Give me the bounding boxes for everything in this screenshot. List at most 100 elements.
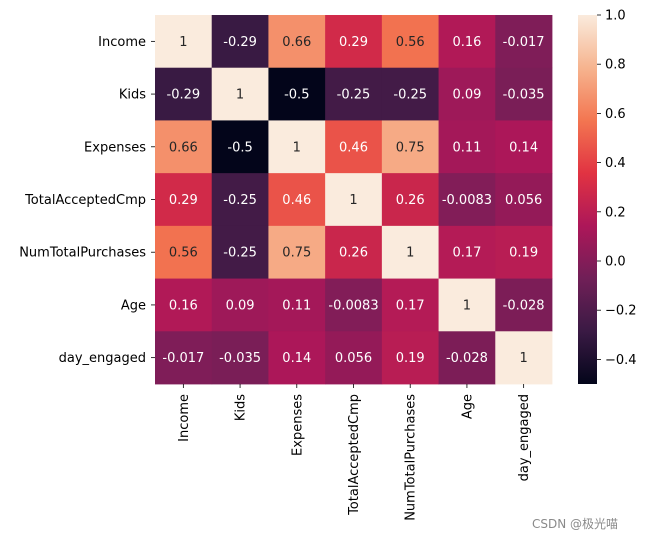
y-tick-label: TotalAcceptedCmp	[24, 193, 146, 208]
heatmap-cell	[211, 173, 269, 227]
colorbar-tick-label: 0.0	[605, 255, 626, 270]
x-tick-label: day_engaged	[517, 394, 532, 481]
y-tick-label: Kids	[119, 88, 146, 103]
heatmap-cell	[268, 173, 326, 227]
cell-annotation: 0.16	[169, 298, 198, 313]
cell-annotation: 1	[349, 193, 357, 208]
x-tick-label: NumTotalPurchases	[404, 394, 419, 521]
heatmap-cell	[438, 173, 496, 227]
y-tick-label: day_engaged	[59, 351, 146, 366]
cell-annotation: 0.26	[339, 246, 368, 261]
cell-annotation: 0.56	[169, 246, 198, 261]
cell-annotation: 0.46	[339, 140, 368, 155]
heatmap-cell	[325, 173, 383, 227]
heatmap-cell	[495, 67, 553, 121]
heatmap-cell	[495, 15, 553, 69]
heatmap-cell	[438, 225, 496, 279]
heatmap-cell	[268, 331, 326, 385]
heatmap-cell	[381, 278, 439, 332]
heatmap-cell	[211, 331, 269, 385]
heatmap-cell	[155, 15, 213, 69]
cell-annotation: 1	[179, 35, 187, 50]
heatmap-cell	[268, 15, 326, 69]
heatmap-cell	[381, 15, 439, 69]
cell-annotation: 1	[520, 351, 528, 366]
cell-annotation: 1	[293, 140, 301, 155]
heatmap-cell	[155, 225, 213, 279]
heatmap-cell	[325, 225, 383, 279]
heatmap-cell	[155, 278, 213, 332]
heatmap-cell	[325, 331, 383, 385]
cell-annotation: -0.25	[393, 88, 427, 103]
cell-annotation: 0.29	[339, 35, 368, 50]
heatmap-cell	[495, 278, 553, 332]
cell-annotation: -0.017	[162, 351, 204, 366]
cell-annotation: 0.19	[509, 246, 538, 261]
heatmap-cell	[495, 120, 553, 174]
watermark-text: CSDN @极光喵	[532, 517, 619, 531]
cell-annotation: 0.09	[226, 298, 255, 313]
heatmap-cell	[495, 331, 553, 385]
cell-annotation: 0.14	[282, 351, 311, 366]
x-tick-label: Age	[460, 394, 475, 419]
y-tick-label: Expenses	[84, 140, 146, 155]
heatmap-cell	[381, 67, 439, 121]
cell-annotation: -0.5	[227, 140, 252, 155]
heatmap-cell	[438, 67, 496, 121]
cell-annotation: -0.0083	[442, 193, 492, 208]
heatmap-cell	[155, 120, 213, 174]
x-tick-label: Income	[177, 394, 192, 442]
heatmap-cell	[325, 15, 383, 69]
heatmap-cell	[268, 120, 326, 174]
cell-annotation: 1	[406, 246, 414, 261]
heatmap-cell	[381, 225, 439, 279]
heatmap-cell	[211, 67, 269, 121]
heatmap-cell	[155, 331, 213, 385]
heatmap-cell	[268, 278, 326, 332]
colorbar-tick-label: −0.4	[605, 353, 637, 368]
heatmap-cell	[211, 278, 269, 332]
heatmap-cell	[495, 225, 553, 279]
heatmap-cell	[211, 15, 269, 69]
cell-annotation: 0.09	[452, 88, 481, 103]
cell-annotation: -0.25	[337, 88, 371, 103]
cell-annotation: 0.17	[396, 298, 425, 313]
x-tick-label: TotalAcceptedCmp	[347, 394, 362, 516]
cell-annotation: 0.19	[396, 351, 425, 366]
cell-annotation: 0.66	[169, 140, 198, 155]
colorbar-tick-label: 1.0	[605, 9, 626, 24]
cell-annotation: -0.29	[223, 35, 257, 50]
cell-annotation: 1	[236, 88, 244, 103]
heatmap-cell	[381, 331, 439, 385]
heatmap-cell	[268, 67, 326, 121]
heatmap-cell	[155, 173, 213, 227]
cell-annotation: 1	[463, 298, 471, 313]
cell-annotation: 0.11	[282, 298, 311, 313]
cell-annotation: 0.75	[282, 246, 311, 261]
cell-annotation: 0.17	[452, 246, 481, 261]
cell-annotation: 0.14	[509, 140, 538, 155]
heatmap-cell	[381, 173, 439, 227]
heatmap-cell	[495, 173, 553, 227]
colorbar-tick-label: 0.8	[605, 58, 626, 73]
cell-annotation: -0.028	[503, 298, 545, 313]
colorbar	[578, 15, 597, 384]
cell-annotation: 0.75	[396, 140, 425, 155]
cell-annotation: -0.035	[219, 351, 261, 366]
cell-annotation: 0.11	[452, 140, 481, 155]
y-tick-label: Age	[121, 298, 146, 313]
x-tick-label: Expenses	[290, 394, 305, 456]
heatmap-cell	[211, 120, 269, 174]
x-tick-label: Kids	[234, 394, 249, 421]
colorbar-tick-label: −0.2	[605, 304, 637, 319]
heatmap-cell	[155, 67, 213, 121]
cell-annotation: -0.25	[223, 246, 257, 261]
cell-annotation: 0.56	[396, 35, 425, 50]
cell-annotation: 0.16	[452, 35, 481, 50]
cell-annotation: 0.29	[169, 193, 198, 208]
colorbar-tick-label: 0.2	[605, 205, 626, 220]
y-tick-label: NumTotalPurchases	[19, 246, 146, 261]
cell-annotation: 0.056	[335, 351, 372, 366]
cell-annotation: -0.25	[223, 193, 257, 208]
